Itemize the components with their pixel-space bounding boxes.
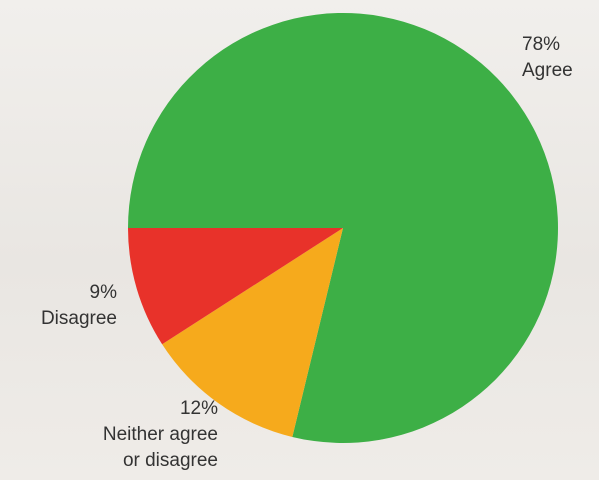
- slice-label: 12% Neither agree or disagree: [90, 396, 218, 474]
- category-label: Agree: [522, 58, 599, 84]
- category-label: Neither agree or disagree: [90, 422, 218, 474]
- slice-label: 78% Agree: [522, 32, 599, 84]
- value-label: 12%: [90, 396, 218, 422]
- value-label: 9%: [0, 280, 117, 306]
- page: 78% Agree 12% Neither agree or disagree …: [0, 0, 599, 480]
- slice-label: 9% Disagree: [0, 280, 117, 332]
- value-label: 78%: [522, 32, 599, 58]
- category-label: Disagree: [0, 306, 117, 332]
